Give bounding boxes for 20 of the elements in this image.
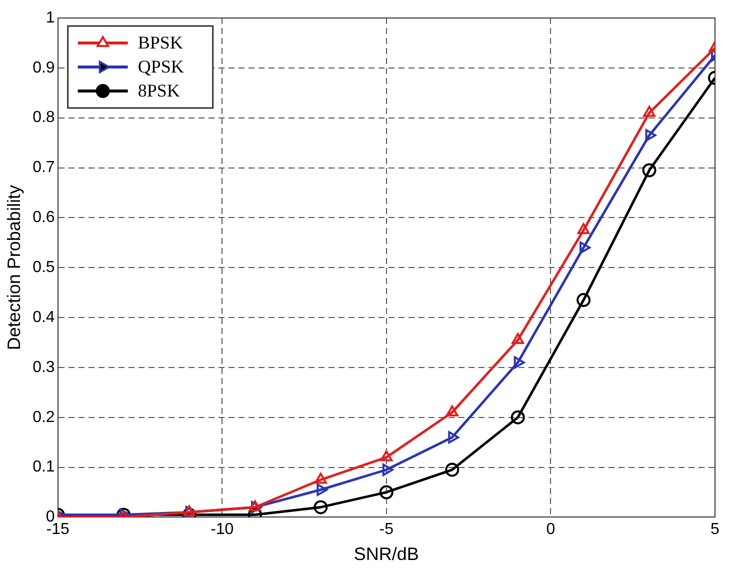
y-tick-label: 0.3 <box>32 358 55 376</box>
x-tick-label: -5 <box>379 521 394 538</box>
x-axis-title: SNR/dB <box>354 544 419 564</box>
y-tick-label: 0.5 <box>32 259 55 276</box>
x-tick-label: 0 <box>546 521 556 538</box>
y-tick-label: 0.9 <box>32 59 55 76</box>
y-tick-label: 0.1 <box>32 458 55 476</box>
y-tick-label: 0.2 <box>32 408 55 426</box>
legend-label: QPSK <box>138 56 184 77</box>
y-tick-label: 0.4 <box>32 308 55 326</box>
y-tick-label: 0.7 <box>32 159 55 176</box>
legend-label: 8PSK <box>138 80 180 101</box>
y-tick-label: 0.8 <box>32 109 55 126</box>
x-tick-label: -10 <box>210 521 234 538</box>
x-tick-label: 5 <box>710 521 720 538</box>
y-tick-label: 0.6 <box>32 209 55 226</box>
y-tick-label: 1 <box>46 9 55 26</box>
x-tick-label: -15 <box>46 521 70 538</box>
legend-label: BPSK <box>138 32 183 53</box>
y-axis-title: Detection Probability <box>4 185 24 350</box>
